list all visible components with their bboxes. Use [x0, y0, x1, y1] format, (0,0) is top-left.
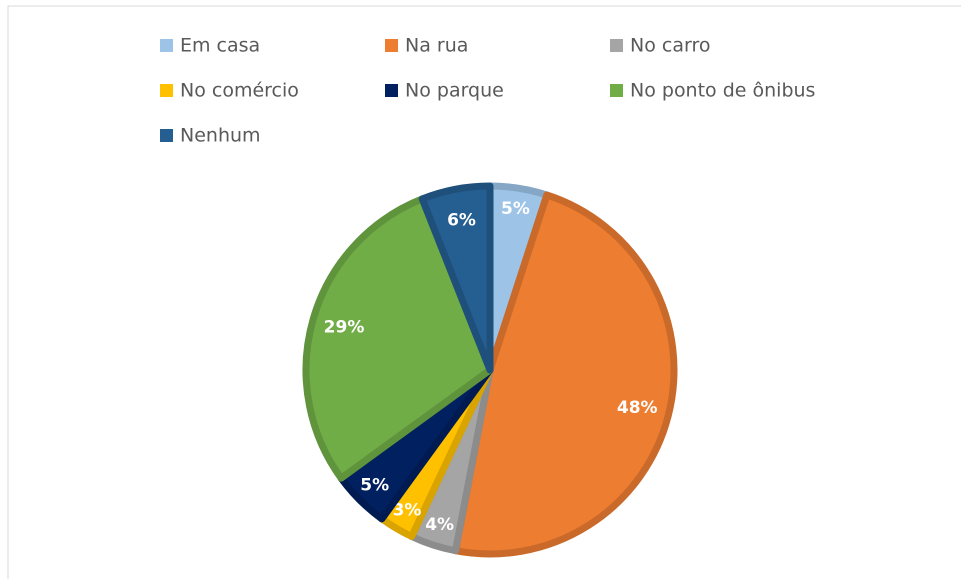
legend-swatch [385, 84, 398, 97]
data-label: 3% [393, 500, 422, 520]
legend-label: Em casa [180, 35, 260, 57]
legend-swatch [610, 84, 623, 97]
data-label: 48% [617, 398, 658, 418]
legend-label: Na rua [405, 35, 468, 57]
legend-swatch [160, 39, 173, 52]
pie-slice [418, 182, 494, 374]
data-label: 4% [425, 515, 454, 535]
legend-swatch [385, 39, 398, 52]
legend-swatch [160, 129, 173, 142]
data-label: 5% [501, 199, 530, 219]
legend-label: Nenhum [180, 125, 261, 147]
pie-slice [452, 191, 678, 558]
data-label: 29% [324, 318, 365, 338]
legend-label: No ponto de ônibus [630, 80, 815, 102]
data-label: 6% [447, 211, 476, 231]
legend-swatch [160, 84, 173, 97]
legend-swatch [610, 39, 623, 52]
data-label: 5% [360, 475, 389, 495]
legend-label: No parque [405, 80, 504, 102]
pie-slice [302, 195, 494, 482]
legend-label: No comércio [180, 80, 299, 102]
legend-label: No carro [630, 35, 710, 57]
